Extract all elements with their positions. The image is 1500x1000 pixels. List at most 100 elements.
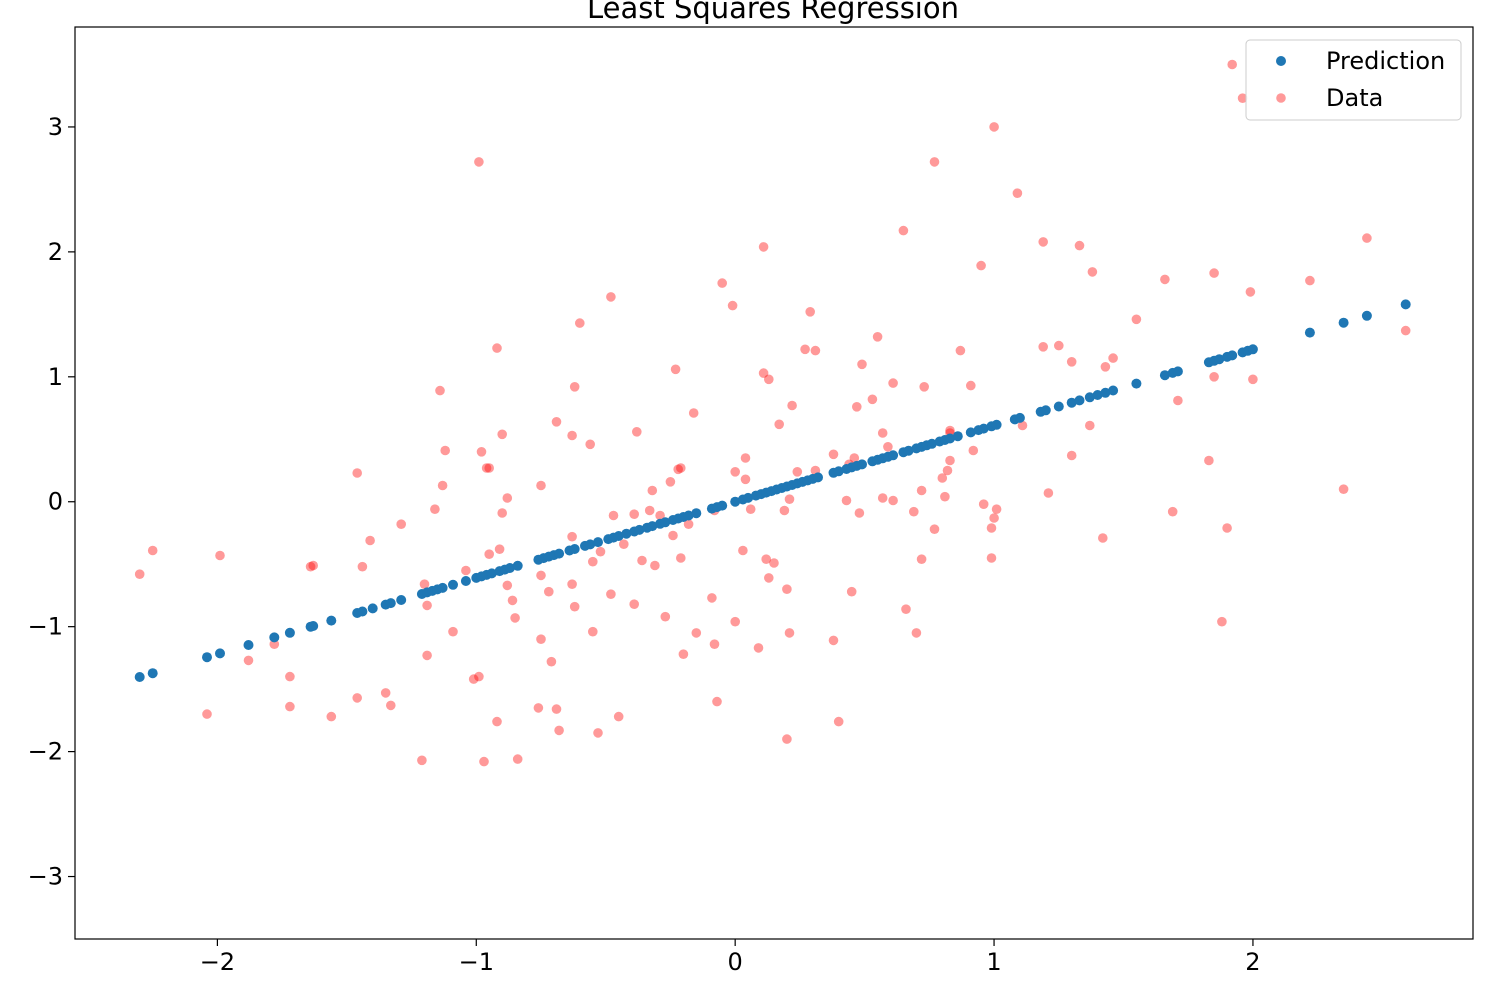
prediction-point [833, 466, 844, 477]
data-point [536, 634, 546, 644]
prediction-point [926, 438, 937, 449]
data-point [269, 639, 280, 649]
data-point [1012, 188, 1023, 198]
data-point [497, 429, 508, 440]
data-point [1066, 357, 1077, 367]
data-point [940, 491, 950, 502]
data-point [787, 400, 797, 411]
data-point [243, 655, 254, 666]
data-point [782, 584, 792, 594]
y-tick-label: 0 [48, 488, 63, 516]
data-point [606, 589, 616, 599]
prediction-point [660, 517, 671, 528]
y-tick-label: −2 [28, 738, 63, 766]
data-point [507, 595, 518, 606]
data-point [857, 359, 867, 370]
data-point [898, 225, 909, 236]
data-point [1074, 240, 1085, 251]
prediction-point [1172, 366, 1183, 377]
data-point [492, 716, 502, 727]
legend: Prediction Data [1245, 39, 1462, 121]
data-point [730, 467, 740, 477]
prediction-point [243, 640, 254, 650]
prediction-point [585, 539, 596, 550]
data-point [877, 493, 888, 503]
data-point [567, 531, 577, 542]
prediction-point [613, 531, 624, 541]
data-point [916, 554, 927, 564]
data-point [435, 385, 445, 396]
data-point [357, 561, 368, 572]
data-point [285, 671, 295, 682]
data-point [968, 445, 979, 456]
data-point [937, 473, 948, 483]
data-point [764, 573, 774, 583]
data-point [575, 318, 585, 328]
plot-area [134, 59, 1411, 767]
data-point [730, 616, 740, 627]
data-point [764, 374, 774, 385]
axis-ticks: −2 −1 0 1 2 −3 −2 −1 0 1 2 3 [28, 113, 1261, 976]
data-point [888, 495, 898, 506]
data-point [676, 553, 686, 563]
prediction-point [1227, 350, 1238, 361]
data-point [1098, 533, 1108, 543]
legend-label-prediction: Prediction [1326, 47, 1445, 75]
data-point [872, 332, 883, 342]
data-point [448, 626, 458, 637]
data-point [986, 523, 997, 533]
data-point [779, 505, 790, 516]
data-point [202, 709, 212, 719]
data-point [883, 442, 893, 452]
data-point [976, 260, 986, 271]
prediction-point [357, 606, 368, 617]
data-point [841, 495, 852, 506]
prediction-point [1338, 317, 1349, 328]
data-point [1338, 484, 1349, 495]
data-point [740, 453, 751, 463]
prediction-point [991, 419, 1002, 430]
x-tick-label: 0 [728, 948, 743, 976]
x-tick-label: 2 [1245, 948, 1260, 976]
data-point [551, 704, 562, 714]
data-point [1305, 275, 1315, 286]
data-point [365, 535, 375, 546]
data-point [305, 561, 316, 572]
y-tick-label: 1 [48, 363, 63, 391]
data-point [554, 725, 564, 736]
data-point [758, 242, 769, 252]
data-point [828, 449, 839, 460]
data-point [1167, 506, 1178, 517]
y-tick-label: 2 [48, 238, 63, 266]
prediction-point [647, 521, 658, 532]
axes-frame [74, 26, 1474, 940]
data-point [380, 688, 391, 698]
data-point [567, 579, 577, 589]
prediction-point [903, 445, 914, 456]
data-point [476, 447, 487, 457]
prediction-point [202, 652, 212, 663]
data-point [683, 519, 694, 529]
data-point [481, 463, 492, 473]
data-point [709, 639, 720, 649]
prediction-point [1066, 397, 1077, 408]
prediction-point [1092, 390, 1103, 400]
data-point [536, 570, 546, 581]
data-point [632, 427, 642, 437]
data-point [665, 477, 676, 487]
data-point [784, 628, 795, 638]
data-point [1209, 372, 1219, 382]
data-point [484, 549, 495, 559]
data-point [1108, 353, 1118, 363]
prediction-point [512, 560, 523, 571]
data-point [1248, 374, 1258, 385]
data-point [691, 628, 702, 638]
data-point [468, 674, 479, 684]
data-point [978, 499, 989, 510]
legend-label-data: Data [1326, 84, 1383, 112]
prediction-point [504, 563, 515, 573]
legend-marker-data [1276, 93, 1286, 103]
data-point [792, 467, 803, 477]
data-point [1237, 93, 1248, 103]
data-point [1038, 237, 1048, 247]
